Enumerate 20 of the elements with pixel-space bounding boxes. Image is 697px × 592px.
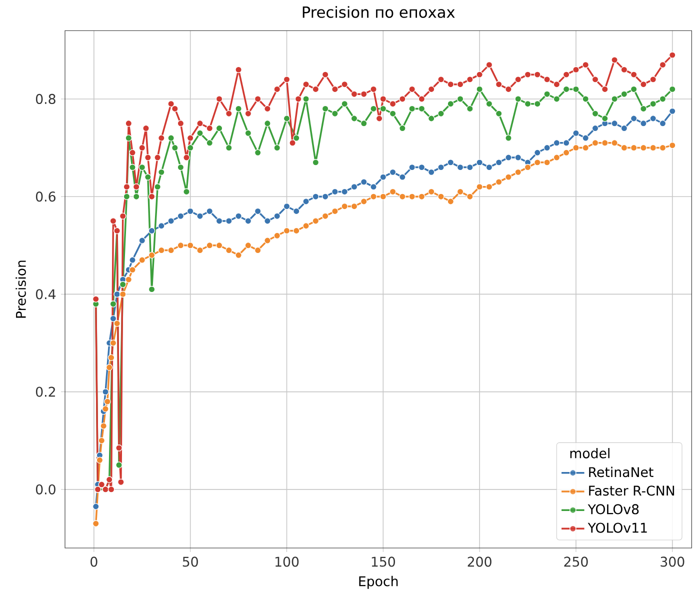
x-tick-label: 100: [275, 556, 299, 567]
x-tick-label: 50: [182, 556, 198, 567]
y-tick-label: 0.2: [36, 386, 55, 397]
legend-label: YOLOv11: [588, 522, 647, 533]
legend-label: Faster R-CNN: [589, 486, 674, 496]
x-tick-label: 300: [660, 556, 684, 567]
y-tick-label: 0.6: [36, 192, 56, 202]
chart-title: Precision по епохах: [302, 6, 455, 18]
x-tick-label: 150: [372, 556, 395, 567]
y-tick-label: 0.4: [36, 289, 56, 300]
x-axis-title: Epoch: [359, 576, 398, 589]
y-tick-label: 0.0: [36, 484, 56, 494]
x-tick-label: 200: [468, 556, 492, 567]
y-axis-title: Precision: [16, 260, 26, 318]
legend-title: model: [570, 448, 610, 458]
x-tick-label: 0: [90, 556, 98, 567]
y-tick-label: 0.8: [36, 94, 56, 104]
legend-label: YOLOv8: [588, 504, 639, 514]
x-tick-label: 250: [564, 556, 588, 567]
legend-label: RetinaNet: [589, 466, 654, 478]
